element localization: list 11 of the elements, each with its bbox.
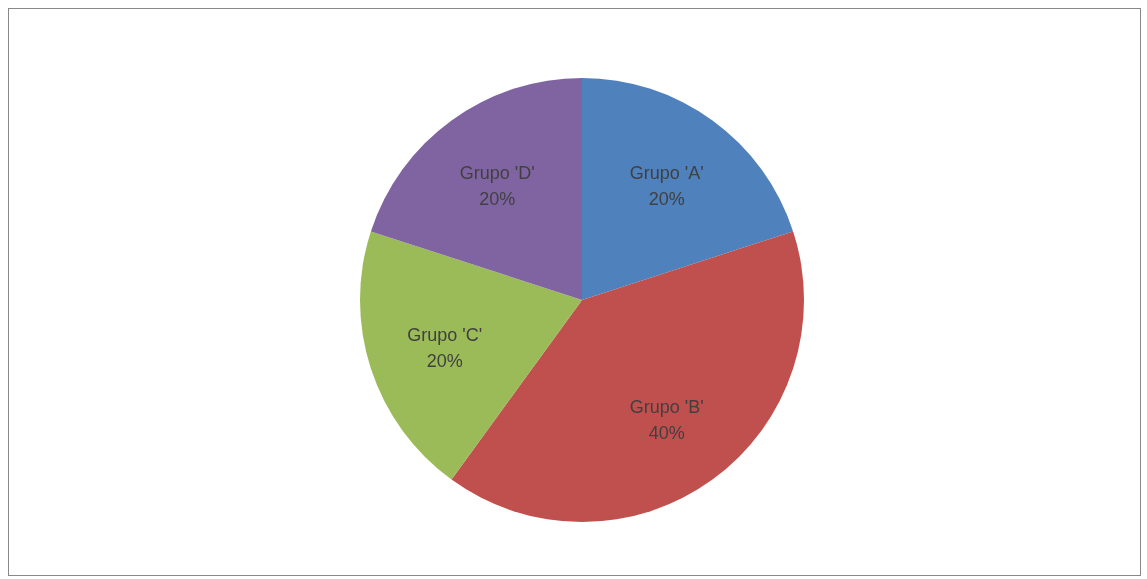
slice-label: Grupo 'D': [459, 163, 535, 184]
slice-label: Grupo 'A': [629, 163, 704, 184]
data-label: 40%: [648, 422, 685, 443]
data-label: 20%: [648, 189, 685, 210]
pie-slice: [370, 78, 582, 300]
pie-slice: [360, 231, 582, 480]
slice-label: Grupo 'B': [629, 396, 704, 417]
data-label: 20%: [479, 189, 516, 210]
data-label: 20%: [426, 350, 463, 371]
slice-label: Grupo 'C': [407, 324, 483, 345]
pie-slice: [582, 78, 794, 300]
